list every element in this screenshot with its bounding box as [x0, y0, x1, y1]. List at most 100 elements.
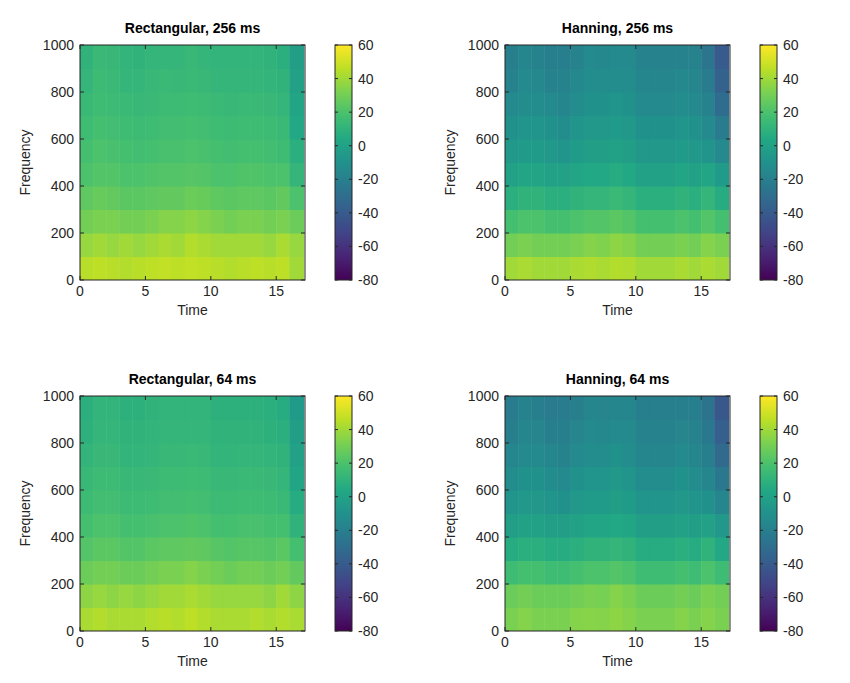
cell — [597, 163, 611, 187]
cell — [145, 490, 159, 514]
cell — [289, 210, 304, 234]
cell — [145, 443, 159, 467]
cell — [198, 490, 212, 514]
cell — [93, 210, 107, 234]
y-tick — [80, 396, 305, 397]
cell — [597, 608, 611, 632]
cell — [132, 443, 146, 467]
cell — [649, 537, 663, 561]
cell — [198, 514, 212, 538]
title: Hanning, 256 ms — [562, 20, 673, 36]
cell — [80, 608, 94, 632]
cell — [237, 514, 251, 538]
y-tick-label: 200 — [51, 576, 75, 592]
cell — [518, 186, 532, 210]
cell — [675, 139, 689, 163]
cell — [688, 467, 702, 491]
cell — [237, 490, 251, 514]
cell — [662, 45, 676, 69]
cell — [224, 490, 238, 514]
cell — [583, 163, 597, 187]
y-tick — [80, 490, 305, 491]
cell — [714, 537, 729, 561]
y-tick-label: 0 — [491, 623, 499, 639]
cell — [106, 608, 120, 632]
cell — [119, 608, 133, 632]
cell — [145, 257, 159, 281]
cell — [289, 514, 304, 538]
cell — [80, 69, 94, 93]
cell — [701, 584, 715, 608]
y-tick — [505, 396, 730, 397]
cell — [505, 92, 519, 116]
cell — [119, 92, 133, 116]
cell — [531, 257, 545, 281]
cell — [145, 467, 159, 491]
cell — [211, 233, 225, 257]
cell — [198, 92, 212, 116]
cell — [185, 210, 199, 234]
cell — [158, 92, 172, 116]
cell — [211, 537, 225, 561]
cell — [224, 467, 238, 491]
cell — [557, 69, 571, 93]
cell — [276, 45, 290, 69]
cell — [649, 139, 663, 163]
cell — [597, 45, 611, 69]
cell — [185, 139, 199, 163]
x-tick-label: 5 — [142, 283, 150, 299]
cell — [714, 584, 729, 608]
cells — [505, 45, 729, 280]
cell — [263, 608, 277, 632]
cell — [531, 490, 545, 514]
cell — [250, 210, 264, 234]
cell — [224, 186, 238, 210]
colorbar-tick-label: -20 — [783, 171, 803, 187]
colorbar-tick — [335, 280, 352, 281]
cell — [505, 233, 519, 257]
y-axis-title: Frequency — [442, 480, 458, 546]
cell — [505, 210, 519, 234]
y-tick-label: 400 — [476, 178, 500, 194]
cell — [198, 584, 212, 608]
cell — [289, 116, 304, 140]
cell — [237, 233, 251, 257]
cell — [557, 443, 571, 467]
colorbar-tick-label: 40 — [783, 71, 799, 87]
cell — [557, 608, 571, 632]
cell — [505, 116, 519, 140]
cell — [675, 116, 689, 140]
cell — [544, 396, 558, 420]
cell — [505, 45, 519, 69]
cell — [583, 45, 597, 69]
cell — [518, 69, 532, 93]
cell — [224, 396, 238, 420]
cell — [688, 514, 702, 538]
cell — [688, 139, 702, 163]
cell — [544, 139, 558, 163]
cell — [211, 608, 225, 632]
cell — [714, 443, 729, 467]
title: Hanning, 64 ms — [566, 371, 670, 387]
x-axis-title: Time — [177, 302, 208, 318]
cell — [636, 186, 650, 210]
cell — [610, 163, 624, 187]
x-tick-label: 5 — [567, 283, 575, 299]
colorbar-tick-label: 0 — [358, 489, 366, 505]
cell — [106, 490, 120, 514]
cell — [224, 608, 238, 632]
panel: 05101502004006008001000Rectangular, 64 m… — [17, 371, 378, 669]
cell — [662, 139, 676, 163]
cell — [106, 186, 120, 210]
cell — [224, 537, 238, 561]
cell — [649, 163, 663, 187]
cell — [570, 257, 584, 281]
cell — [636, 584, 650, 608]
cell — [289, 420, 304, 444]
colorbar-tick-label: 60 — [783, 388, 799, 404]
cell — [172, 420, 186, 444]
cell — [688, 584, 702, 608]
cell — [237, 92, 251, 116]
colorbar — [760, 45, 777, 280]
colorbar-tick — [335, 631, 352, 632]
